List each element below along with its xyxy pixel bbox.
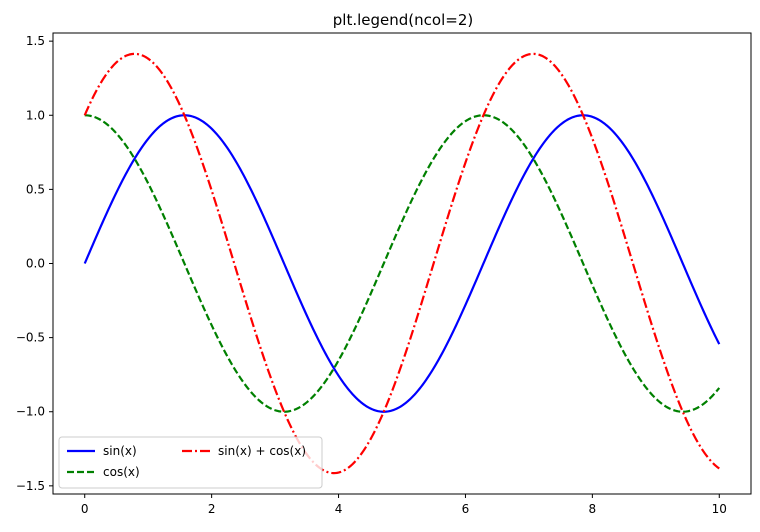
x-tick-label: 0 — [81, 502, 89, 516]
y-tick-label: −1.5 — [16, 479, 45, 493]
x-tick-label: 10 — [712, 502, 727, 516]
legend-label-cos: cos(x) — [103, 465, 140, 479]
legend: sin(x) cos(x) sin(x) + cos(x) — [59, 437, 322, 488]
chart-title: plt.legend(ncol=2) — [333, 11, 473, 29]
figure: plt.legend(ncol=2) 0 2 4 6 8 10 1.5 1.0 0.5 0.0 −… — [0, 0, 760, 528]
chart-svg: plt.legend(ncol=2) 0 2 4 6 8 10 1.5 1.0 0.5 0.0 −… — [0, 0, 760, 528]
x-tick-label: 4 — [335, 502, 343, 516]
x-tick-label: 8 — [589, 502, 597, 516]
y-tick-label: 1.0 — [26, 108, 45, 122]
y-tick-label: 0.5 — [26, 182, 45, 196]
legend-label-sum: sin(x) + cos(x) — [218, 444, 306, 458]
plot-area — [53, 33, 751, 494]
x-tick-label: 6 — [462, 502, 470, 516]
y-tick-label: 0.0 — [26, 257, 45, 271]
y-tick-label: −0.5 — [16, 331, 45, 345]
legend-label-sin: sin(x) — [103, 444, 137, 458]
y-tick-label: −1.0 — [16, 405, 45, 419]
x-tick-label: 2 — [208, 502, 216, 516]
y-tick-label: 1.5 — [26, 34, 45, 48]
